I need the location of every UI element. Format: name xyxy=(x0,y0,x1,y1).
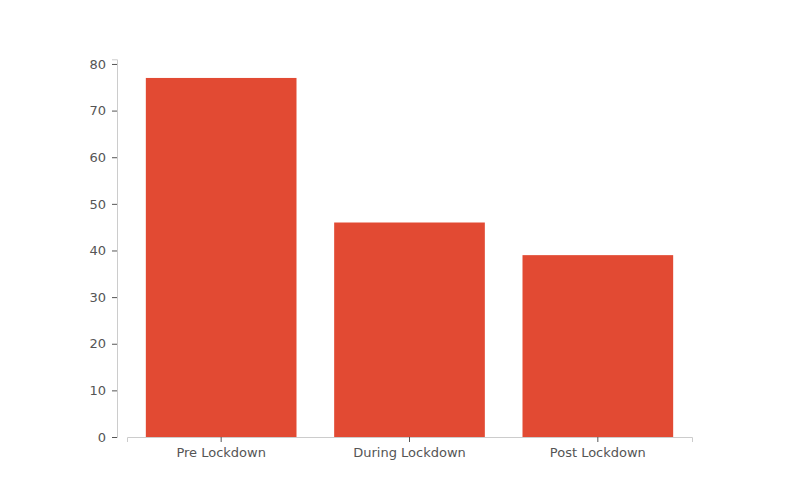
y-tick: 50 xyxy=(89,197,117,212)
x-tick: Pre Lockdown xyxy=(176,437,266,460)
x-tick-label: Post Lockdown xyxy=(550,445,646,460)
x-axis-line xyxy=(128,438,693,443)
y-tick-mark xyxy=(112,64,117,65)
chart: 0 10 20 30 40 50 60 70 80 Pre Lockdown During Lock… xyxy=(0,0,800,500)
x-tick: Post Lockdown xyxy=(550,437,646,460)
y-axis-line xyxy=(112,60,118,438)
y-tick-mark xyxy=(112,111,117,112)
y-tick-mark xyxy=(112,250,117,251)
x-tick: During Lockdown xyxy=(353,437,466,460)
y-tick: 30 xyxy=(89,290,117,305)
y-tick-mark xyxy=(112,204,117,205)
x-tick-mark xyxy=(597,437,598,442)
bar xyxy=(146,78,297,437)
y-tick-mark xyxy=(112,437,117,438)
bar xyxy=(334,223,485,437)
y-tick: 0 xyxy=(98,430,117,445)
x-axis: Pre Lockdown During Lockdown Post Lockdown xyxy=(128,437,693,460)
y-tick-label: 30 xyxy=(89,290,106,305)
y-tick-label: 20 xyxy=(89,336,106,351)
y-tick-mark xyxy=(112,390,117,391)
x-tick-mark xyxy=(409,437,410,442)
x-tick-mark xyxy=(221,437,222,442)
plot-area xyxy=(146,78,673,437)
y-tick: 70 xyxy=(89,103,117,118)
bar xyxy=(523,255,674,437)
y-tick-label: 80 xyxy=(89,57,106,72)
y-tick-label: 60 xyxy=(89,150,106,165)
y-tick: 10 xyxy=(89,383,117,398)
y-tick: 80 xyxy=(89,57,117,72)
y-tick: 60 xyxy=(89,150,117,165)
x-tick-label: Pre Lockdown xyxy=(176,445,266,460)
y-tick-mark xyxy=(112,344,117,345)
y-tick-label: 10 xyxy=(89,383,106,398)
y-tick-label: 40 xyxy=(89,243,106,258)
y-axis: 0 10 20 30 40 50 60 70 80 xyxy=(89,57,117,445)
y-tick-label: 70 xyxy=(89,103,106,118)
y-tick-label: 0 xyxy=(98,430,106,445)
x-tick-label: During Lockdown xyxy=(353,445,466,460)
y-tick-mark xyxy=(112,297,117,298)
y-tick: 40 xyxy=(89,243,117,258)
y-tick: 20 xyxy=(89,336,117,351)
y-tick-label: 50 xyxy=(89,197,106,212)
y-tick-mark xyxy=(112,157,117,158)
